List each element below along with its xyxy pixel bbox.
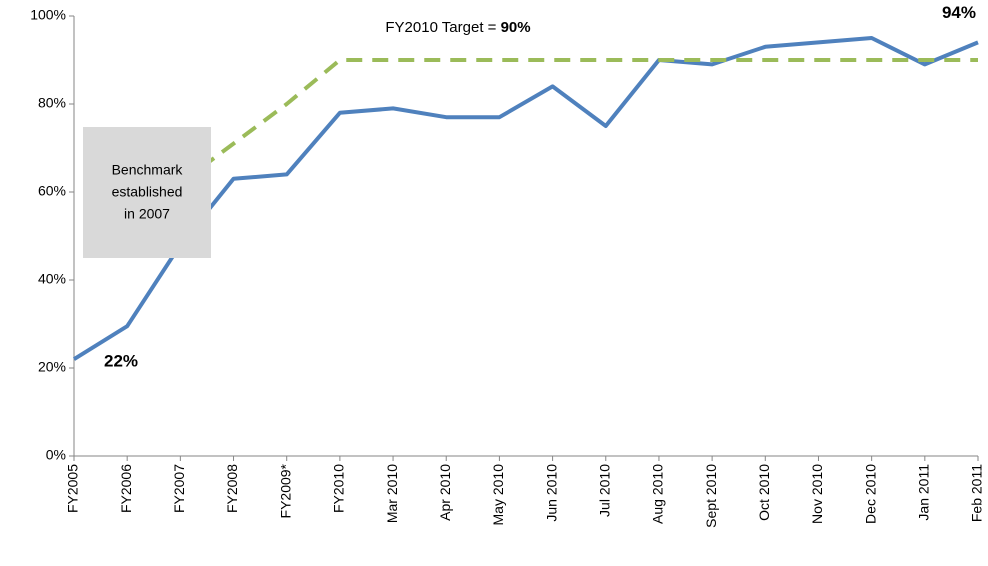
box-text: in 2007 — [124, 206, 170, 222]
x-tick-label: Aug 2010 — [650, 464, 666, 524]
x-tick-label: FY2006 — [118, 464, 134, 513]
x-tick-label: FY2010 — [331, 464, 347, 513]
x-tick-label: Oct 2010 — [756, 464, 772, 521]
box-text: Benchmark — [112, 162, 184, 178]
series-line — [72, 36, 979, 361]
target-text: FY2010 Target = — [385, 19, 500, 36]
y-tick-label: 40% — [38, 271, 66, 287]
x-tick-label: FY2007 — [171, 464, 187, 513]
x-tick-label: Jun 2010 — [543, 464, 559, 522]
x-tick-label: Jul 2010 — [596, 464, 612, 517]
x-tick-label: Mar 2010 — [384, 464, 400, 523]
annotation-box — [83, 127, 211, 258]
y-tick-label: 100% — [30, 7, 66, 23]
x-tick-label: FY2009* — [277, 463, 293, 518]
x-tick-label: Jan 2011 — [916, 464, 932, 521]
x-tick-label: Feb 2011 — [969, 464, 985, 522]
y-tick-label: 20% — [38, 359, 66, 375]
x-tick-label: FY2005 — [65, 464, 81, 513]
x-tick-label: Apr 2010 — [437, 464, 453, 521]
x-tick-label: FY2008 — [224, 464, 240, 513]
x-tick-label: Nov 2010 — [809, 464, 825, 524]
target-annotation: FY2010 Target = 90% — [385, 19, 530, 36]
data-label: 22% — [104, 352, 138, 371]
series-line — [179, 58, 978, 185]
x-tick-label: Sept 2010 — [703, 464, 719, 528]
y-tick-label: 80% — [38, 95, 66, 111]
data-label: 94% — [942, 3, 976, 22]
y-tick-label: 60% — [38, 183, 66, 199]
x-tick-label: May 2010 — [490, 464, 506, 526]
y-tick-label: 0% — [46, 447, 66, 463]
target-value: 90% — [501, 19, 531, 36]
box-text: established — [112, 184, 183, 200]
x-tick-label: Dec 2010 — [862, 464, 878, 524]
